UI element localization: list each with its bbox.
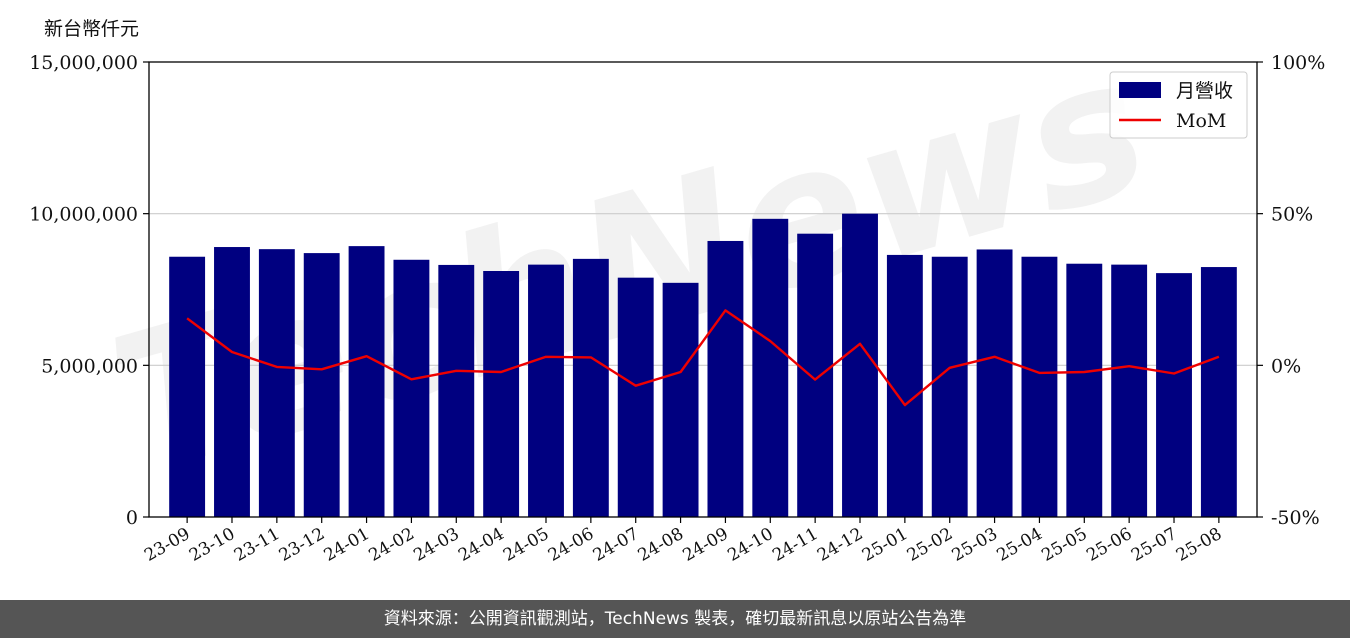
mom-line-series <box>186 309 1220 407</box>
x-tick-label-24-06: 24-06 <box>545 524 597 566</box>
legend-label-line: MoM <box>1176 110 1226 132</box>
bar-24-11 <box>797 233 834 518</box>
bar-24-02 <box>393 259 430 517</box>
x-tick-label-25-06: 25-06 <box>1083 524 1135 566</box>
x-tick-label-23-12: 23-12 <box>276 524 328 566</box>
y-left-tick-label: 0 <box>126 507 138 529</box>
y-left-tick-label: 15,000,000 <box>29 52 138 74</box>
legend-label-bar: 月營收 <box>1176 80 1233 102</box>
bar-25-01 <box>886 254 923 518</box>
plot-frame <box>148 61 1258 518</box>
x-tick-label-24-02: 24-02 <box>365 524 417 566</box>
x-tick-label-24-01: 24-01 <box>321 524 373 566</box>
bar-25-05 <box>1066 263 1103 517</box>
bar-23-12 <box>303 253 340 517</box>
bar-23-11 <box>258 249 295 517</box>
legend: 月營收 MoM <box>1109 71 1248 139</box>
bar-24-08 <box>662 282 699 517</box>
bar-23-10 <box>214 247 250 518</box>
x-tick-label-25-05: 25-05 <box>1038 524 1090 566</box>
bar-series <box>169 213 1237 518</box>
x-tick-label-23-11: 23-11 <box>231 524 283 566</box>
bar-25-04 <box>1021 256 1058 517</box>
revenue-chart: TechNews 05,000,00010,000,00015,000,000-… <box>29 14 1325 566</box>
x-tick-label-25-04: 25-04 <box>993 524 1045 566</box>
bar-24-03 <box>438 264 475 517</box>
bar-25-06 <box>1111 264 1148 517</box>
x-tick-label-25-07: 25-07 <box>1128 524 1180 566</box>
x-tick-label-24-09: 24-09 <box>679 524 731 566</box>
bar-24-12 <box>842 213 878 517</box>
x-tick-label-23-09: 23-09 <box>141 524 193 566</box>
bar-25-08 <box>1200 267 1237 517</box>
bar-24-04 <box>483 270 520 517</box>
y-axis-unit-label: 新台幣仟元 <box>44 18 140 40</box>
x-tick-label-23-10: 23-10 <box>186 524 238 566</box>
bar-25-07 <box>1156 273 1192 517</box>
bar-24-10 <box>752 218 789 517</box>
x-tick-label-24-12: 24-12 <box>814 524 866 566</box>
mom-line <box>186 309 1220 407</box>
x-tick-label-25-03: 25-03 <box>949 524 1001 566</box>
bar-24-09 <box>707 240 744 517</box>
bar-24-05 <box>528 264 564 517</box>
x-tick-label-24-08: 24-08 <box>635 524 687 566</box>
x-tick-label-24-05: 24-05 <box>500 524 552 566</box>
y-left-tick-label: 5,000,000 <box>41 355 138 377</box>
x-tick-label-25-01: 25-01 <box>859 524 911 566</box>
y-right-tick-label: -50% <box>1271 507 1320 529</box>
y-right-tick-label: 0% <box>1271 355 1301 377</box>
x-tick-label-25-02: 25-02 <box>904 524 956 566</box>
x-tick-label-24-07: 24-07 <box>590 524 642 566</box>
bar-24-06 <box>572 258 609 517</box>
bar-23-09 <box>169 256 206 517</box>
x-tick-label-24-11: 24-11 <box>769 524 821 566</box>
x-tick-label-24-04: 24-04 <box>455 524 507 566</box>
y-left-tick-label: 10,000,000 <box>29 204 138 226</box>
bar-24-07 <box>617 277 654 517</box>
source-footer: 資料來源：公開資訊觀測站，TechNews 製表，確切最新訊息以原站公告為準 <box>0 600 1350 638</box>
y-right-tick-label: 100% <box>1271 52 1325 74</box>
x-tick-label-24-10: 24-10 <box>724 524 776 566</box>
bar-25-03 <box>976 249 1013 517</box>
x-tick-label-25-08: 25-08 <box>1173 524 1225 566</box>
legend-swatch-bar <box>1119 82 1161 98</box>
x-tick-label-24-03: 24-03 <box>410 524 462 566</box>
bar-24-01 <box>348 246 385 517</box>
bar-25-02 <box>931 256 968 517</box>
y-right-tick-label: 50% <box>1271 204 1313 226</box>
